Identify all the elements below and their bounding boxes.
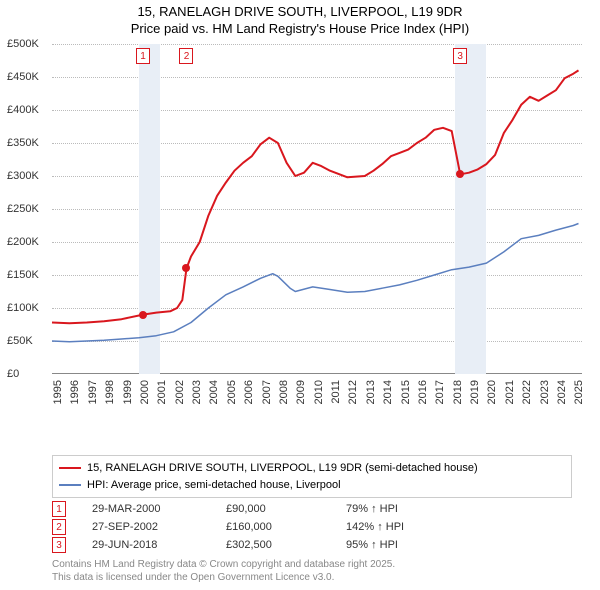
legend-label: 15, RANELAGH DRIVE SOUTH, LIVERPOOL, L19… — [87, 460, 478, 477]
title-line2: Price paid vs. HM Land Registry's House … — [0, 21, 600, 38]
sale-dot — [182, 264, 190, 272]
y-tick-label: £500K — [7, 38, 39, 50]
legend-swatch — [59, 467, 81, 469]
legend-label: HPI: Average price, semi-detached house,… — [87, 477, 341, 494]
title-line1: 15, RANELAGH DRIVE SOUTH, LIVERPOOL, L19… — [0, 4, 600, 21]
sale-price: £302,500 — [226, 539, 336, 551]
sales-row: 3 29-JUN-2018 £302,500 95% ↑ HPI — [52, 536, 572, 554]
sales-row: 2 27-SEP-2002 £160,000 142% ↑ HPI — [52, 518, 572, 536]
series-property — [52, 70, 579, 323]
chart-lines — [52, 44, 582, 374]
y-tick-label: £400K — [7, 104, 39, 116]
sales-marker-icon: 1 — [52, 501, 66, 517]
sale-hpi: 79% ↑ HPI — [346, 503, 572, 515]
sale-marker: 1 — [136, 48, 150, 64]
sales-marker-icon: 2 — [52, 519, 66, 535]
sales-table: 1 29-MAR-2000 £90,000 79% ↑ HPI 2 27-SEP-2002… — [52, 500, 572, 554]
footer-line2: This data is licensed under the Open Gov… — [52, 571, 395, 584]
sale-date: 29-JUN-2018 — [76, 539, 216, 551]
y-tick-label: £0 — [7, 368, 19, 380]
sale-price: £160,000 — [226, 521, 336, 533]
sale-date: 29-MAR-2000 — [76, 503, 216, 515]
legend-row: 15, RANELAGH DRIVE SOUTH, LIVERPOOL, L19… — [59, 460, 565, 477]
sale-date: 27-SEP-2002 — [76, 521, 216, 533]
sale-marker: 2 — [179, 48, 193, 64]
sale-marker: 3 — [453, 48, 467, 64]
footer-line1: Contains HM Land Registry data © Crown c… — [52, 558, 395, 571]
sales-row: 1 29-MAR-2000 £90,000 79% ↑ HPI — [52, 500, 572, 518]
legend: 15, RANELAGH DRIVE SOUTH, LIVERPOOL, L19… — [52, 455, 572, 498]
sale-dot — [456, 170, 464, 178]
chart-container: £0 £50K £100K £150K £200K £250K £300K £350K £400… — [10, 44, 590, 414]
legend-swatch — [59, 484, 81, 486]
sales-marker-icon: 3 — [52, 537, 66, 553]
chart-title: 15, RANELAGH DRIVE SOUTH, LIVERPOOL, L19… — [0, 0, 600, 38]
y-tick-label: £100K — [7, 302, 39, 314]
legend-row: HPI: Average price, semi-detached house,… — [59, 477, 565, 494]
sale-price: £90,000 — [226, 503, 336, 515]
y-tick-label: £150K — [7, 269, 39, 281]
plot-area: 1 2 3 — [52, 44, 582, 374]
y-tick-label: £450K — [7, 71, 39, 83]
sale-dot — [139, 311, 147, 319]
y-tick-label: £250K — [7, 203, 39, 215]
y-tick-label: £300K — [7, 170, 39, 182]
footer-attribution: Contains HM Land Registry data © Crown c… — [52, 558, 395, 584]
y-tick-label: £50K — [7, 335, 33, 347]
y-tick-label: £200K — [7, 236, 39, 248]
y-tick-label: £350K — [7, 137, 39, 149]
series-hpi — [52, 224, 579, 342]
sale-hpi: 95% ↑ HPI — [346, 539, 572, 551]
x-tick-label: 2025 — [573, 380, 600, 404]
sale-hpi: 142% ↑ HPI — [346, 521, 572, 533]
